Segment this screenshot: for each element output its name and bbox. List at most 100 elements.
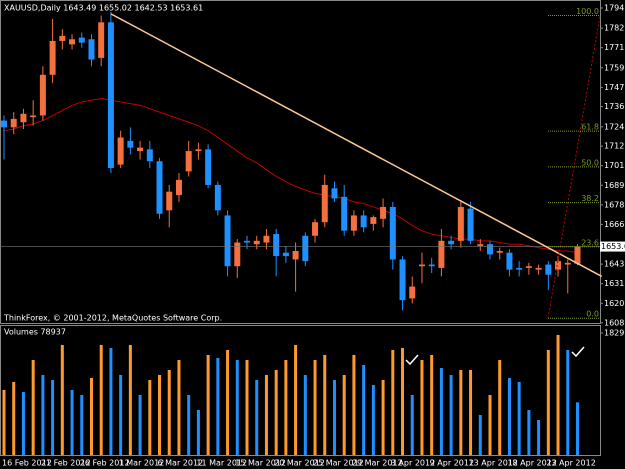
volume-bar	[284, 359, 288, 455]
candle-body	[535, 267, 542, 270]
candle-body	[146, 149, 153, 162]
candle-body	[389, 206, 396, 260]
volume-bar	[60, 344, 64, 455]
candle-body	[428, 264, 435, 267]
volume-bar	[498, 359, 502, 455]
candle-body	[263, 235, 270, 243]
volume-bar	[196, 409, 200, 455]
y-tick-label: 1678.25	[604, 200, 625, 209]
x-tick-label: 16 Feb 2012	[2, 459, 52, 468]
check-mark	[405, 354, 419, 366]
volume-bar	[148, 379, 152, 455]
candle-body	[88, 39, 95, 60]
x-tick-label: 18 Apr 2012	[507, 459, 556, 468]
candle-body	[59, 35, 66, 41]
candle-body	[360, 215, 367, 228]
candle-body	[555, 261, 562, 270]
candle-body	[20, 113, 27, 123]
last-price-box	[600, 241, 625, 252]
candle-body	[467, 208, 474, 241]
y-tick-label: 1689.80	[604, 181, 625, 190]
candle-body	[380, 206, 387, 219]
volume-bar	[459, 369, 463, 455]
candle-body	[438, 240, 445, 268]
candle-body	[273, 234, 280, 257]
x-tick-label: 6 Mar 2012	[158, 459, 204, 468]
candle-body	[321, 184, 328, 223]
candle-body	[195, 149, 202, 152]
candle-body	[331, 188, 338, 199]
x-tick-label: 29 Mar 2012	[352, 459, 403, 468]
volume-bar	[89, 377, 93, 455]
volume-bar	[255, 379, 259, 455]
volume-panel	[0, 325, 601, 456]
candle-body	[253, 240, 260, 245]
chart-title: XAUUSD,Daily 1643.49 1655.02 1642.53 165…	[4, 4, 203, 13]
volume-bar	[128, 344, 132, 455]
volume-bar	[187, 394, 191, 455]
volume-bar	[245, 359, 249, 455]
candle-body	[409, 286, 416, 299]
candle-body	[107, 22, 114, 168]
volume-bar	[420, 359, 424, 455]
candle-body	[30, 115, 37, 118]
candle-body	[166, 191, 173, 211]
volume-bar	[226, 349, 230, 455]
y-tick-label: 1736.25	[604, 102, 625, 111]
volume-bar	[449, 374, 453, 455]
candle-body	[117, 137, 124, 165]
fib-label: 0.0	[586, 310, 599, 319]
candle-body	[516, 267, 523, 270]
volume-bar	[391, 349, 395, 455]
candle-body	[244, 240, 250, 243]
candle-body	[78, 37, 85, 43]
fib-label: 23.6	[581, 238, 599, 247]
volume-bar	[274, 369, 278, 455]
volume-bar	[430, 354, 434, 455]
volume-bar	[51, 379, 55, 455]
candle-body	[496, 250, 503, 253]
volume-bar	[294, 344, 298, 455]
price-panel	[0, 0, 601, 324]
candle-body	[156, 161, 163, 214]
volume-bar	[537, 419, 541, 455]
volume-bar	[323, 354, 327, 455]
candle-body	[545, 264, 552, 275]
x-tick-label: 11 Mar 2012	[196, 459, 247, 468]
candle-body	[525, 266, 532, 268]
x-tick-label: 15 Mar 2012	[235, 459, 286, 468]
candle-body	[214, 184, 221, 211]
x-tick-label: 23 Apr 2012	[546, 459, 595, 468]
y-tick-label: 1771.05	[604, 43, 625, 52]
fib-label: 38.2	[581, 194, 599, 203]
volume-title: Volumes 78937	[4, 328, 66, 337]
y-tick-label: 1747.60	[604, 83, 625, 92]
candle-body	[49, 40, 56, 75]
candle-body	[370, 217, 377, 224]
volume-bar	[167, 369, 171, 455]
y-tick-label: 1759.15	[604, 63, 625, 72]
y-tick-label: 1712.90	[604, 142, 625, 151]
candle-body	[1, 120, 7, 128]
volume-bar	[2, 389, 6, 455]
volume-bar	[12, 381, 16, 455]
x-tick-label: 3 Apr 2012	[391, 459, 435, 468]
candle-body	[457, 206, 464, 241]
y-tick-label: 1620.15	[604, 299, 625, 308]
candle-body	[350, 215, 357, 231]
volume-bar	[119, 374, 123, 455]
candle-body	[399, 259, 406, 301]
y-tick-label: 1782.55	[604, 24, 625, 33]
x-tick-label: 1 Mar 2012	[119, 459, 165, 468]
fib-label: 61.8	[581, 123, 599, 132]
volume-bar	[507, 377, 511, 455]
volume-bar	[177, 359, 181, 455]
moving-average	[3, 98, 578, 254]
volume-bar	[264, 374, 268, 455]
y-tick-label: 1666.70	[604, 220, 625, 229]
volume-bar	[556, 334, 560, 455]
volume-bar	[342, 374, 346, 455]
candle-body	[341, 196, 348, 231]
candle-body	[506, 252, 513, 270]
